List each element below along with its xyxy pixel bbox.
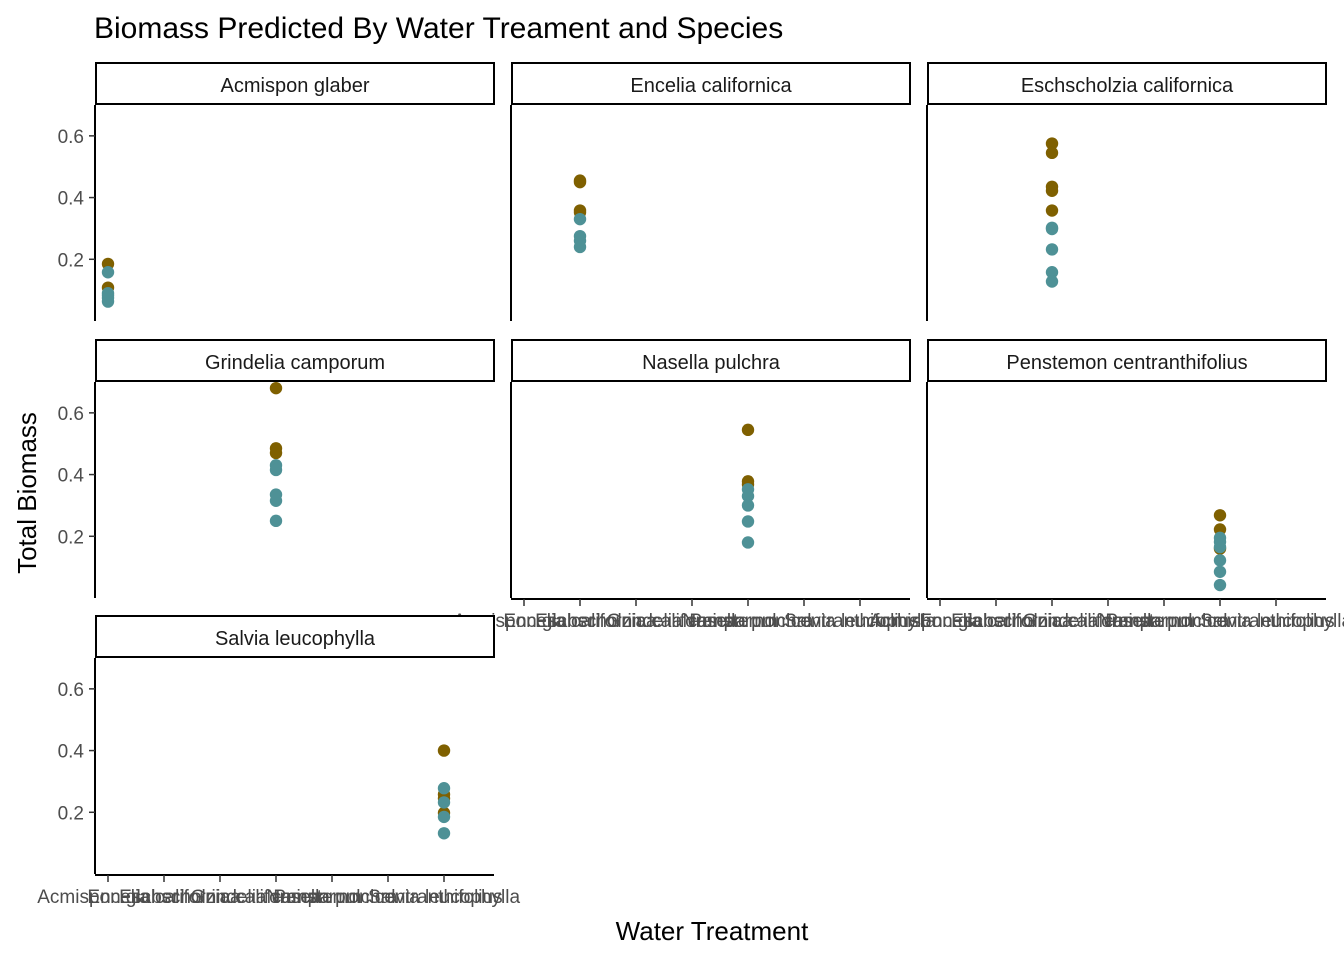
data-point [437,744,451,757]
x-tick-label: Encelia californica [919,611,1073,632]
y-tick-label: 0.4 [58,742,85,763]
data-point [1045,146,1059,160]
data-point [269,494,283,507]
data-point [741,499,755,512]
x-tick-label: Grindelia camporum [606,611,777,632]
data-point [1045,184,1059,197]
facet-panel: Encelia californica [510,62,911,321]
data-point [437,827,451,840]
data-point [1045,222,1059,236]
facet-strip [95,339,495,382]
x-tick-label: Nasella pulchra [267,887,398,908]
facet-strip [927,339,1327,382]
x-tick-label: Salvia leucophylla [784,611,937,632]
data-point [573,212,587,226]
data-point [269,446,283,460]
data-point [101,266,115,279]
data-point [1045,266,1059,279]
facet-strip-label: Eschscholzia californica [1021,75,1234,97]
facet-panel: Salvia leucophylla 0.2 0.4 0.6 Acmispon glab… [37,615,521,908]
data-point [1045,275,1059,288]
facet-panel: Grindelia camporum 0.2 0.4 0.6 [58,339,495,598]
data-point [741,489,755,503]
x-tick-label: Penstemon centranthifolius [1105,611,1334,632]
data-point [269,381,283,395]
facet-panel: Penstemon centranthifolius Acmispon glabe… [869,339,1344,632]
y-tick-label: 0.6 [58,404,84,425]
y-tick-label: 0.6 [58,680,84,701]
y-axis-title: Total Biomass [12,412,42,574]
x-tick-label: Encelia californica [87,887,241,908]
y-tick-label: 0.6 [58,127,84,148]
y-tick-label: 0.2 [58,527,84,548]
facet-strip-label: Acmispon glaber [221,75,370,97]
facet-strip-label: Nasella pulchra [642,352,781,374]
data-point [741,515,755,528]
y-tick-label: 0.4 [58,189,85,210]
x-tick-label: Nasella pulchra [683,611,814,632]
data-point [1213,554,1227,567]
y-tick-label: 0.4 [58,466,85,487]
x-tick-label: Eschscholzia californica [119,887,321,908]
data-point [1045,204,1059,217]
data-point [269,514,283,528]
facet-strip [927,62,1327,105]
facet-strip [95,615,495,658]
facet-strip [95,62,495,105]
facet-panel: Acmispon glaber 0.2 0.4 0.6 [58,62,495,321]
chart-title: Biomass Predicted By Water Treament and … [94,12,783,45]
facet-strip [511,339,911,382]
data-point [1213,540,1227,554]
x-tick-label: Grindelia camporum [1022,611,1193,632]
data-point [437,782,451,795]
x-tick-label: Acmispon glaber [869,611,1011,632]
data-point [741,536,755,549]
x-tick-label: Acmispon glaber [37,887,179,908]
data-point [101,295,115,308]
facet-strip-label: Penstemon centranthifolius [1006,352,1247,374]
x-tick-label: Encelia californica [503,611,657,632]
data-point [1213,565,1227,578]
data-point [269,463,283,477]
data-point [1045,243,1059,256]
data-point [741,423,755,437]
y-tick-label: 0.2 [58,803,84,824]
data-point [573,240,587,254]
facet-panels: Acmispon glaber 0.2 0.4 0.6 Encelia californ… [37,62,1344,908]
x-tick-label: Nasella pulchra [1099,611,1230,632]
y-tick-label: 0.2 [58,250,84,271]
x-tick-label: Penstemon centranthifolius [273,887,502,908]
x-axis-title: Water Treatment [616,916,809,946]
x-tick-label: Grindelia camporum [190,887,361,908]
x-tick-label: Eschscholzia californica [951,611,1153,632]
x-tick-label: Penstemon centranthifolius [689,611,918,632]
data-point [437,796,451,809]
facet-panel: Eschscholzia californica [926,62,1327,321]
facet-strip [511,62,911,105]
data-point [573,175,587,189]
facet-strip-label: Encelia californica [630,75,792,97]
data-point [1213,509,1227,522]
data-point [1213,578,1227,592]
data-point [1045,137,1059,150]
data-point [437,810,451,824]
facet-strip-label: Grindelia camporum [205,352,385,374]
x-tick-label: Salvia leucophylla [1200,611,1344,632]
facet-strip-label: Salvia leucophylla [215,628,376,650]
x-tick-label: Salvia leucophylla [368,887,521,908]
x-tick-label: Eschscholzia californica [535,611,737,632]
